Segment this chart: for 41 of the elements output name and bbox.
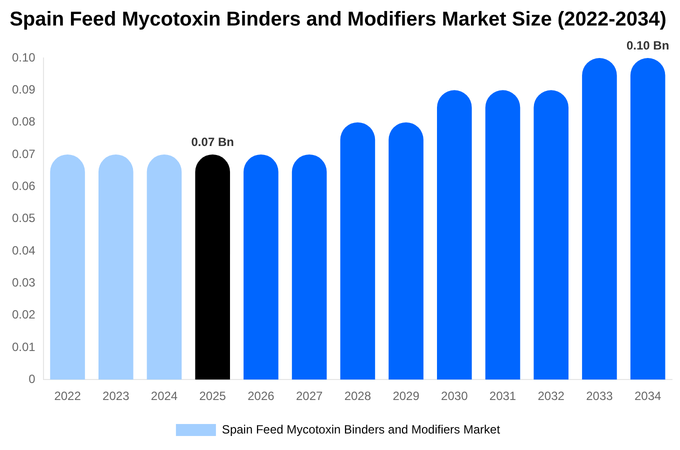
x-tick-label: 2023 [102,389,130,404]
x-tick-label: 2029 [392,389,420,404]
x-tick-label: 2033 [586,389,614,404]
bar [292,154,327,380]
y-tick-label: 0.02 [12,308,36,322]
bar [630,58,666,380]
bar [146,154,182,380]
x-tick-label: 2032 [538,389,565,404]
x-tick-label: 2026 [248,389,275,404]
x-tick-label: 2025 [199,389,226,404]
x-tick-label: 2022 [54,389,82,404]
bar [436,90,472,380]
bar [195,154,230,380]
x-tick-label: 2031 [489,389,516,404]
y-tick-label: 0.03 [12,275,36,290]
y-tick-label: 0.01 [12,340,36,354]
y-tick-label: 0.06 [12,178,36,193]
data-label: 0.10 Bn [626,38,670,52]
x-tick-label: 2027 [296,389,323,404]
y-tick-label: 0.07 [12,146,36,161]
x-tick-label: 2024 [150,389,178,404]
data-label: 0.07 Bn [191,134,234,149]
chart-title: Spain Feed Mycotoxin Binders and Modifiers Market Size (2022-2034) [10,8,666,31]
bar [534,90,569,380]
y-tick-label: 0.10 [12,50,36,64]
y-tick-label: 0.08 [12,114,36,129]
y-tick-label: 0.09 [12,82,36,96]
x-tick-label: 2034 [634,389,662,404]
bar [485,90,520,380]
x-tick-label: 2030 [441,389,468,404]
bar [244,154,278,380]
bar [582,58,617,380]
y-tick-label: 0.05 [12,211,36,226]
bar [388,122,424,380]
y-tick-label: 0.04 [12,243,36,258]
bar [340,122,376,380]
bar [50,154,85,380]
x-tick-label: 2028 [344,389,372,404]
bar [98,154,134,380]
y-tick-label: 0 [28,372,36,386]
legend-label: Spain Feed Mycotoxin Binders and Modifiers Market [222,422,501,436]
